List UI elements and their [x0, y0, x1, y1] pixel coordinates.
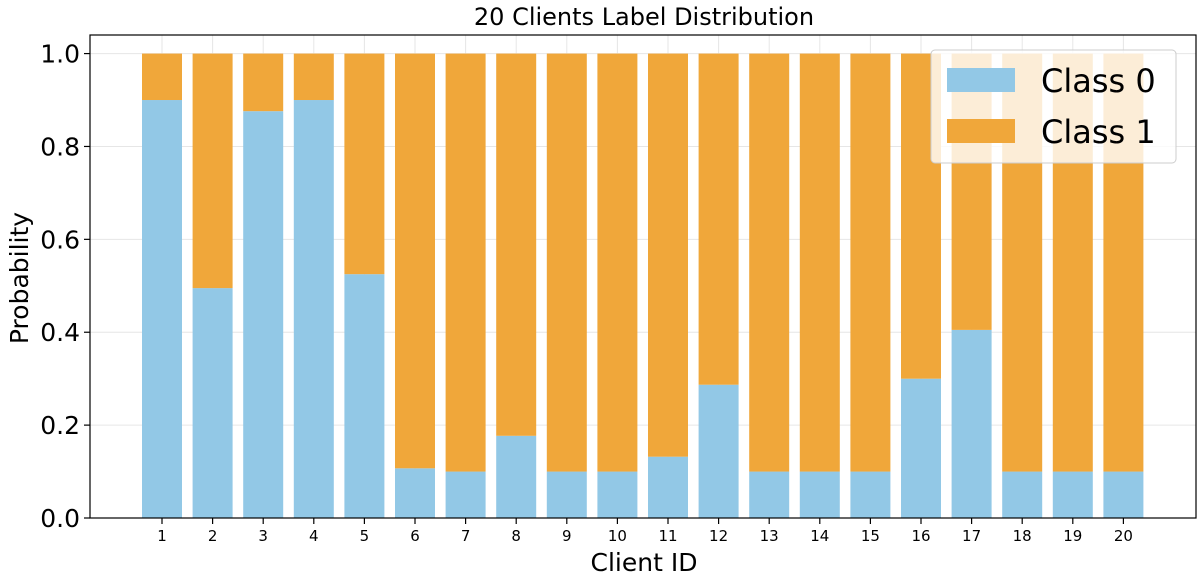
x-tick-label: 15 [861, 527, 880, 545]
legend-label-class-1: Class 1 [1041, 113, 1156, 151]
bar-class-0-client-3 [243, 111, 284, 519]
bar-class-1-client-6 [395, 53, 435, 469]
x-tick-label: 2 [208, 527, 218, 545]
y-tick-label: 0.6 [40, 225, 80, 254]
y-axis: 0.0 0.2 0.4 0.6 0.8 1.0 [40, 40, 90, 533]
x-tick-label: 16 [911, 527, 930, 545]
plot-frame [89, 34, 1197, 519]
bar-class-1-client-4 [293, 53, 334, 101]
bar-class-0-client-10 [597, 471, 638, 518]
x-tick-label: 8 [511, 527, 521, 545]
x-tick-label: 17 [962, 527, 981, 545]
legend-swatch-class-1 [947, 119, 1015, 143]
bar-class-1-client-15 [850, 53, 891, 472]
bar-class-0-client-11 [648, 456, 688, 518]
y-tick-label: 0.0 [40, 504, 80, 533]
bar-class-0-client-1 [142, 100, 182, 519]
x-tick-label: 11 [658, 527, 677, 545]
bar-class-0-client-6 [395, 468, 435, 518]
bar-class-1-client-3 [243, 53, 284, 112]
x-tick-label: 14 [810, 527, 829, 545]
x-tick-label: 3 [258, 527, 268, 545]
bar-class-0-client-15 [850, 471, 891, 518]
x-tick-label: 4 [309, 527, 319, 545]
x-tick-label: 20 [1114, 527, 1133, 545]
x-tick-label: 12 [709, 527, 728, 545]
y-tick-label: 0.8 [40, 132, 80, 161]
bar-class-0-client-13 [749, 471, 790, 518]
bar-class-0-client-7 [445, 471, 486, 518]
x-tick-label: 7 [461, 527, 471, 545]
x-axis-label: Client ID [591, 548, 698, 577]
x-tick-label: 18 [1013, 527, 1032, 545]
bar-class-0-client-5 [344, 274, 385, 518]
bar-class-1-client-9 [546, 53, 587, 472]
bar-class-0-client-14 [799, 471, 840, 518]
bar-class-1-client-7 [445, 53, 486, 472]
bar-class-1-client-8 [496, 53, 537, 436]
chart-title: 20 Clients Label Distribution [474, 3, 814, 31]
y-axis-label: Probability [5, 212, 34, 344]
y-tick-label: 1.0 [40, 40, 80, 69]
x-tick-label: 10 [608, 527, 627, 545]
bar-class-0-client-4 [293, 100, 334, 519]
bar-class-0-client-18 [1002, 471, 1043, 518]
bar-class-0-client-16 [901, 378, 941, 518]
bar-class-0-client-2 [192, 288, 233, 518]
bar-class-1-client-12 [698, 53, 739, 385]
y-tick-label: 0.4 [40, 318, 80, 347]
x-tick-label: 13 [760, 527, 779, 545]
x-axis: 1 2 3 4 5 6 7 8 9 10 11 12 13 14 15 16 17 18 19 20 [157, 518, 1133, 545]
x-tick-label: 19 [1063, 527, 1082, 545]
bar-class-1-client-14 [799, 53, 840, 472]
bar-class-0-client-8 [496, 435, 537, 518]
bar-class-1-client-13 [749, 53, 790, 472]
legend-swatch-class-0 [947, 68, 1015, 92]
bar-class-1-client-2 [192, 53, 233, 289]
y-tick-label: 0.2 [40, 411, 80, 440]
bars [142, 53, 1144, 519]
bar-class-0-client-17 [951, 329, 992, 518]
bar-class-1-client-5 [344, 53, 385, 275]
bar-class-0-client-12 [698, 384, 739, 518]
bar-class-0-client-9 [546, 471, 587, 518]
x-tick-label: 9 [562, 527, 572, 545]
bar-class-1-client-11 [648, 53, 688, 457]
bar-class-1-client-10 [597, 53, 638, 472]
legend-label-class-0: Class 0 [1041, 62, 1156, 100]
x-tick-label: 5 [360, 527, 370, 545]
x-tick-label: 1 [157, 527, 167, 545]
legend: Class 0 Class 1 [930, 49, 1177, 164]
bar-class-0-client-20 [1103, 471, 1144, 518]
x-tick-label: 6 [410, 527, 420, 545]
bar-class-1-client-1 [142, 53, 182, 101]
bar-class-0-client-19 [1052, 471, 1093, 518]
